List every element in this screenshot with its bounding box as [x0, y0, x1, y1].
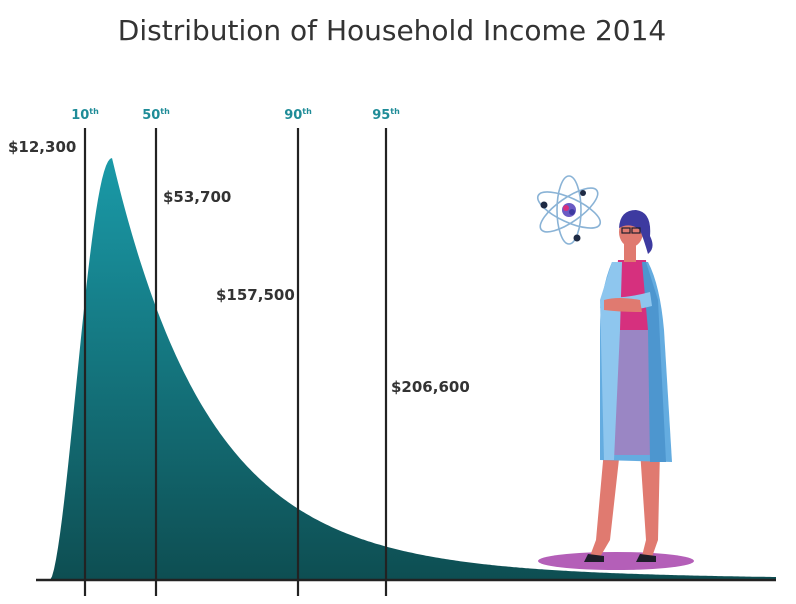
percentile-markers: 10th $12,300 50th $53,700 90th $157,500 95th $2… — [8, 107, 470, 596]
percentile-label-90: 90th — [284, 107, 312, 123]
percentile-label-95: 95th — [372, 107, 400, 123]
percentile-value-95: $206,600 — [391, 378, 470, 396]
income-distribution-area — [50, 158, 776, 580]
percentile-label-10: 10th — [71, 107, 99, 123]
percentile-value-90: $157,500 — [216, 286, 295, 304]
atom-icon — [536, 175, 602, 245]
chart-title: Distribution of Household Income 2014 — [118, 14, 666, 47]
scientist-illustration — [536, 175, 694, 570]
percentile-value-50: $53,700 — [163, 188, 231, 206]
percentile-value-10: $12,300 — [8, 138, 76, 156]
percentile-label-50: 50th — [142, 107, 170, 123]
floor-shadow — [538, 552, 694, 570]
